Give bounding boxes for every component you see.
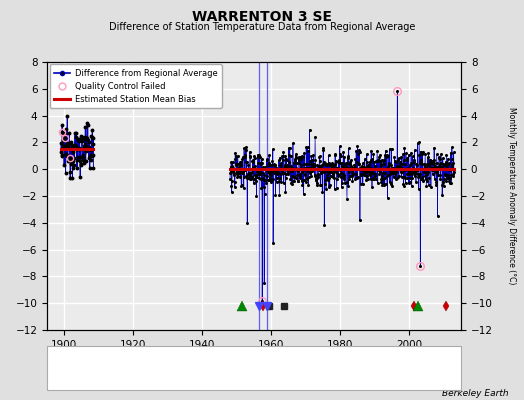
Text: ◆: ◆ [57,362,64,372]
Text: Time of Obs. Change: Time of Obs. Change [254,362,342,371]
Text: Difference of Station Temperature Data from Regional Average: Difference of Station Temperature Data f… [109,22,415,32]
Text: Record Gap: Record Gap [168,362,216,371]
Text: Station Move: Station Move [68,362,123,371]
Text: Empirical Break: Empirical Break [377,362,443,371]
Text: ■: ■ [365,362,374,372]
Text: ▼: ▼ [243,362,250,372]
Text: ▲: ▲ [156,362,163,372]
Text: Berkeley Earth: Berkeley Earth [442,389,508,398]
Legend: Difference from Regional Average, Quality Control Failed, Estimated Station Mean: Difference from Regional Average, Qualit… [50,64,222,108]
Y-axis label: Monthly Temperature Anomaly Difference (°C): Monthly Temperature Anomaly Difference (… [507,107,516,285]
Text: WARRENTON 3 SE: WARRENTON 3 SE [192,10,332,24]
